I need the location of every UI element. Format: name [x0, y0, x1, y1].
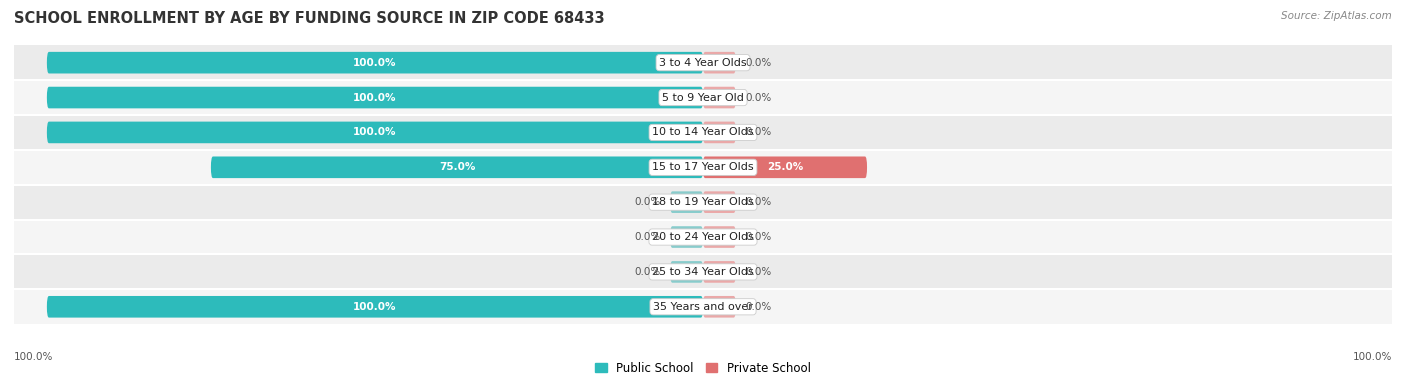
Text: 75.0%: 75.0%	[439, 162, 475, 172]
Text: 0.0%: 0.0%	[745, 267, 772, 277]
Text: 0.0%: 0.0%	[745, 92, 772, 103]
Text: 0.0%: 0.0%	[745, 302, 772, 312]
Text: 0.0%: 0.0%	[634, 267, 661, 277]
Text: 0.0%: 0.0%	[745, 58, 772, 68]
FancyBboxPatch shape	[46, 52, 703, 74]
Text: 25.0%: 25.0%	[766, 162, 803, 172]
Text: 20 to 24 Year Olds: 20 to 24 Year Olds	[652, 232, 754, 242]
FancyBboxPatch shape	[703, 156, 868, 178]
FancyBboxPatch shape	[46, 296, 703, 317]
FancyBboxPatch shape	[703, 296, 735, 317]
Text: 0.0%: 0.0%	[745, 127, 772, 138]
FancyBboxPatch shape	[703, 122, 735, 143]
Text: 100.0%: 100.0%	[353, 92, 396, 103]
Bar	[14, 115, 1392, 150]
Text: Source: ZipAtlas.com: Source: ZipAtlas.com	[1281, 11, 1392, 21]
Bar	[14, 80, 1392, 115]
Text: 5 to 9 Year Old: 5 to 9 Year Old	[662, 92, 744, 103]
FancyBboxPatch shape	[46, 87, 703, 108]
Text: 100.0%: 100.0%	[14, 352, 53, 362]
Text: 10 to 14 Year Olds: 10 to 14 Year Olds	[652, 127, 754, 138]
FancyBboxPatch shape	[671, 192, 703, 213]
Bar	[14, 254, 1392, 290]
Text: 15 to 17 Year Olds: 15 to 17 Year Olds	[652, 162, 754, 172]
Text: 25 to 34 Year Olds: 25 to 34 Year Olds	[652, 267, 754, 277]
Text: 18 to 19 Year Olds: 18 to 19 Year Olds	[652, 197, 754, 207]
Legend: Public School, Private School: Public School, Private School	[591, 357, 815, 377]
Text: 100.0%: 100.0%	[353, 127, 396, 138]
Text: 0.0%: 0.0%	[745, 232, 772, 242]
Text: 35 Years and over: 35 Years and over	[652, 302, 754, 312]
Text: 0.0%: 0.0%	[634, 197, 661, 207]
FancyBboxPatch shape	[671, 261, 703, 283]
Text: SCHOOL ENROLLMENT BY AGE BY FUNDING SOURCE IN ZIP CODE 68433: SCHOOL ENROLLMENT BY AGE BY FUNDING SOUR…	[14, 11, 605, 26]
FancyBboxPatch shape	[703, 52, 735, 74]
Text: 100.0%: 100.0%	[1353, 352, 1392, 362]
Text: 0.0%: 0.0%	[745, 197, 772, 207]
Text: 100.0%: 100.0%	[353, 302, 396, 312]
Bar	[14, 219, 1392, 254]
Bar	[14, 150, 1392, 185]
FancyBboxPatch shape	[703, 192, 735, 213]
Bar	[14, 290, 1392, 324]
Text: 100.0%: 100.0%	[353, 58, 396, 68]
FancyBboxPatch shape	[46, 122, 703, 143]
FancyBboxPatch shape	[211, 156, 703, 178]
FancyBboxPatch shape	[703, 261, 735, 283]
Text: 3 to 4 Year Olds: 3 to 4 Year Olds	[659, 58, 747, 68]
FancyBboxPatch shape	[703, 87, 735, 108]
Bar	[14, 45, 1392, 80]
Text: 0.0%: 0.0%	[634, 232, 661, 242]
FancyBboxPatch shape	[703, 226, 735, 248]
FancyBboxPatch shape	[671, 226, 703, 248]
Bar	[14, 185, 1392, 219]
